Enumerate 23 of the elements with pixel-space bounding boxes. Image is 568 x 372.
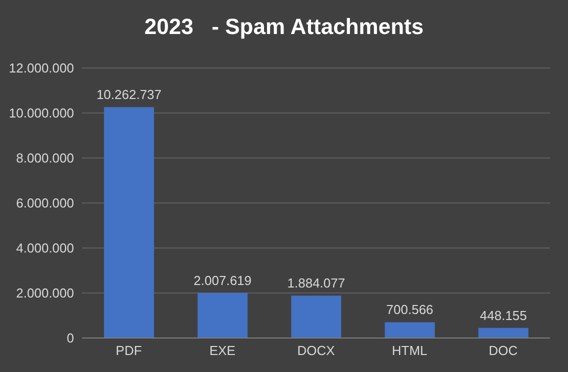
x-tick-label: PDF — [116, 343, 142, 358]
y-tick-label: 8.000.000 — [16, 150, 74, 166]
data-label: 700.566 — [386, 302, 434, 318]
data-label: 10.262.737 — [96, 87, 162, 102]
y-tick-label: 2.000.000 — [16, 286, 74, 301]
y-tick-label: 4.000.000 — [16, 240, 74, 256]
bar — [384, 322, 435, 338]
bar — [104, 107, 154, 338]
y-tick-label: 10.000.000 — [8, 106, 74, 121]
y-tick-label: 0 — [66, 330, 74, 346]
bar — [198, 292, 248, 338]
x-tick-label: DOCX — [297, 343, 336, 358]
bar — [291, 296, 342, 338]
bar — [478, 328, 528, 338]
data-label: 1.884.077 — [287, 276, 346, 291]
data-label: 2.007.619 — [194, 272, 252, 288]
x-tick-label: DOC — [488, 343, 518, 358]
y-tick-label: 12.000.000 — [8, 60, 74, 76]
data-label: 448.155 — [480, 308, 527, 323]
chart-title: 2023 - Spam Attachments — [143, 14, 425, 40]
x-tick-label: HTML — [392, 343, 428, 358]
x-tick-label: EXE — [209, 343, 236, 358]
y-tick-label: 6.000.000 — [16, 196, 74, 211]
